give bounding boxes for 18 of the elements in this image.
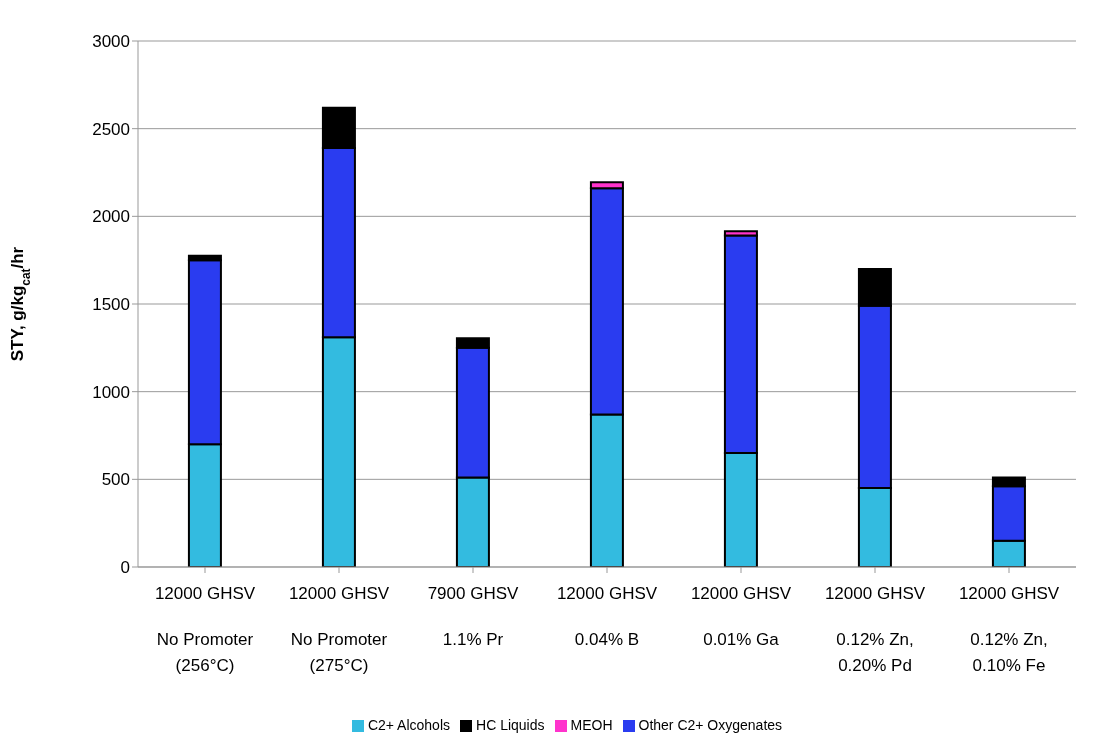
category-label: 12000 GHSV No Promoter (275°C) xyxy=(288,584,390,675)
y-tick-label: 1000 xyxy=(92,382,130,402)
legend-label: Other C2+ Oxygenates xyxy=(638,717,783,733)
category-label: 12000 GHSV 0.01% Ga xyxy=(690,584,792,649)
category-label: 12000 GHSV 0.12% Zn, 0.20% Pd xyxy=(824,584,926,675)
legend-label: C2+ Alcohols xyxy=(367,717,451,733)
legend-label: HC Liquids xyxy=(476,717,545,733)
category-label: 12000 GHSV No Promoter (256°C) xyxy=(154,584,256,675)
y-tick-label: 2000 xyxy=(92,207,130,227)
category-label: 7900 GHSV 1.1% Pr xyxy=(427,584,519,649)
y-tick-label: 3000 xyxy=(92,32,130,52)
category-label: 12000 GHSV 0.04% B xyxy=(556,584,658,649)
category-label: 12000 GHSV 0.12% Zn, 0.10% Fe xyxy=(958,584,1060,675)
y-tick-label: 0 xyxy=(120,558,130,578)
y-tick-label: 1500 xyxy=(92,295,130,315)
y-tick-label: 500 xyxy=(101,470,130,490)
y-tick-label: 2500 xyxy=(92,119,130,139)
legend-label: MEOH xyxy=(570,717,613,733)
